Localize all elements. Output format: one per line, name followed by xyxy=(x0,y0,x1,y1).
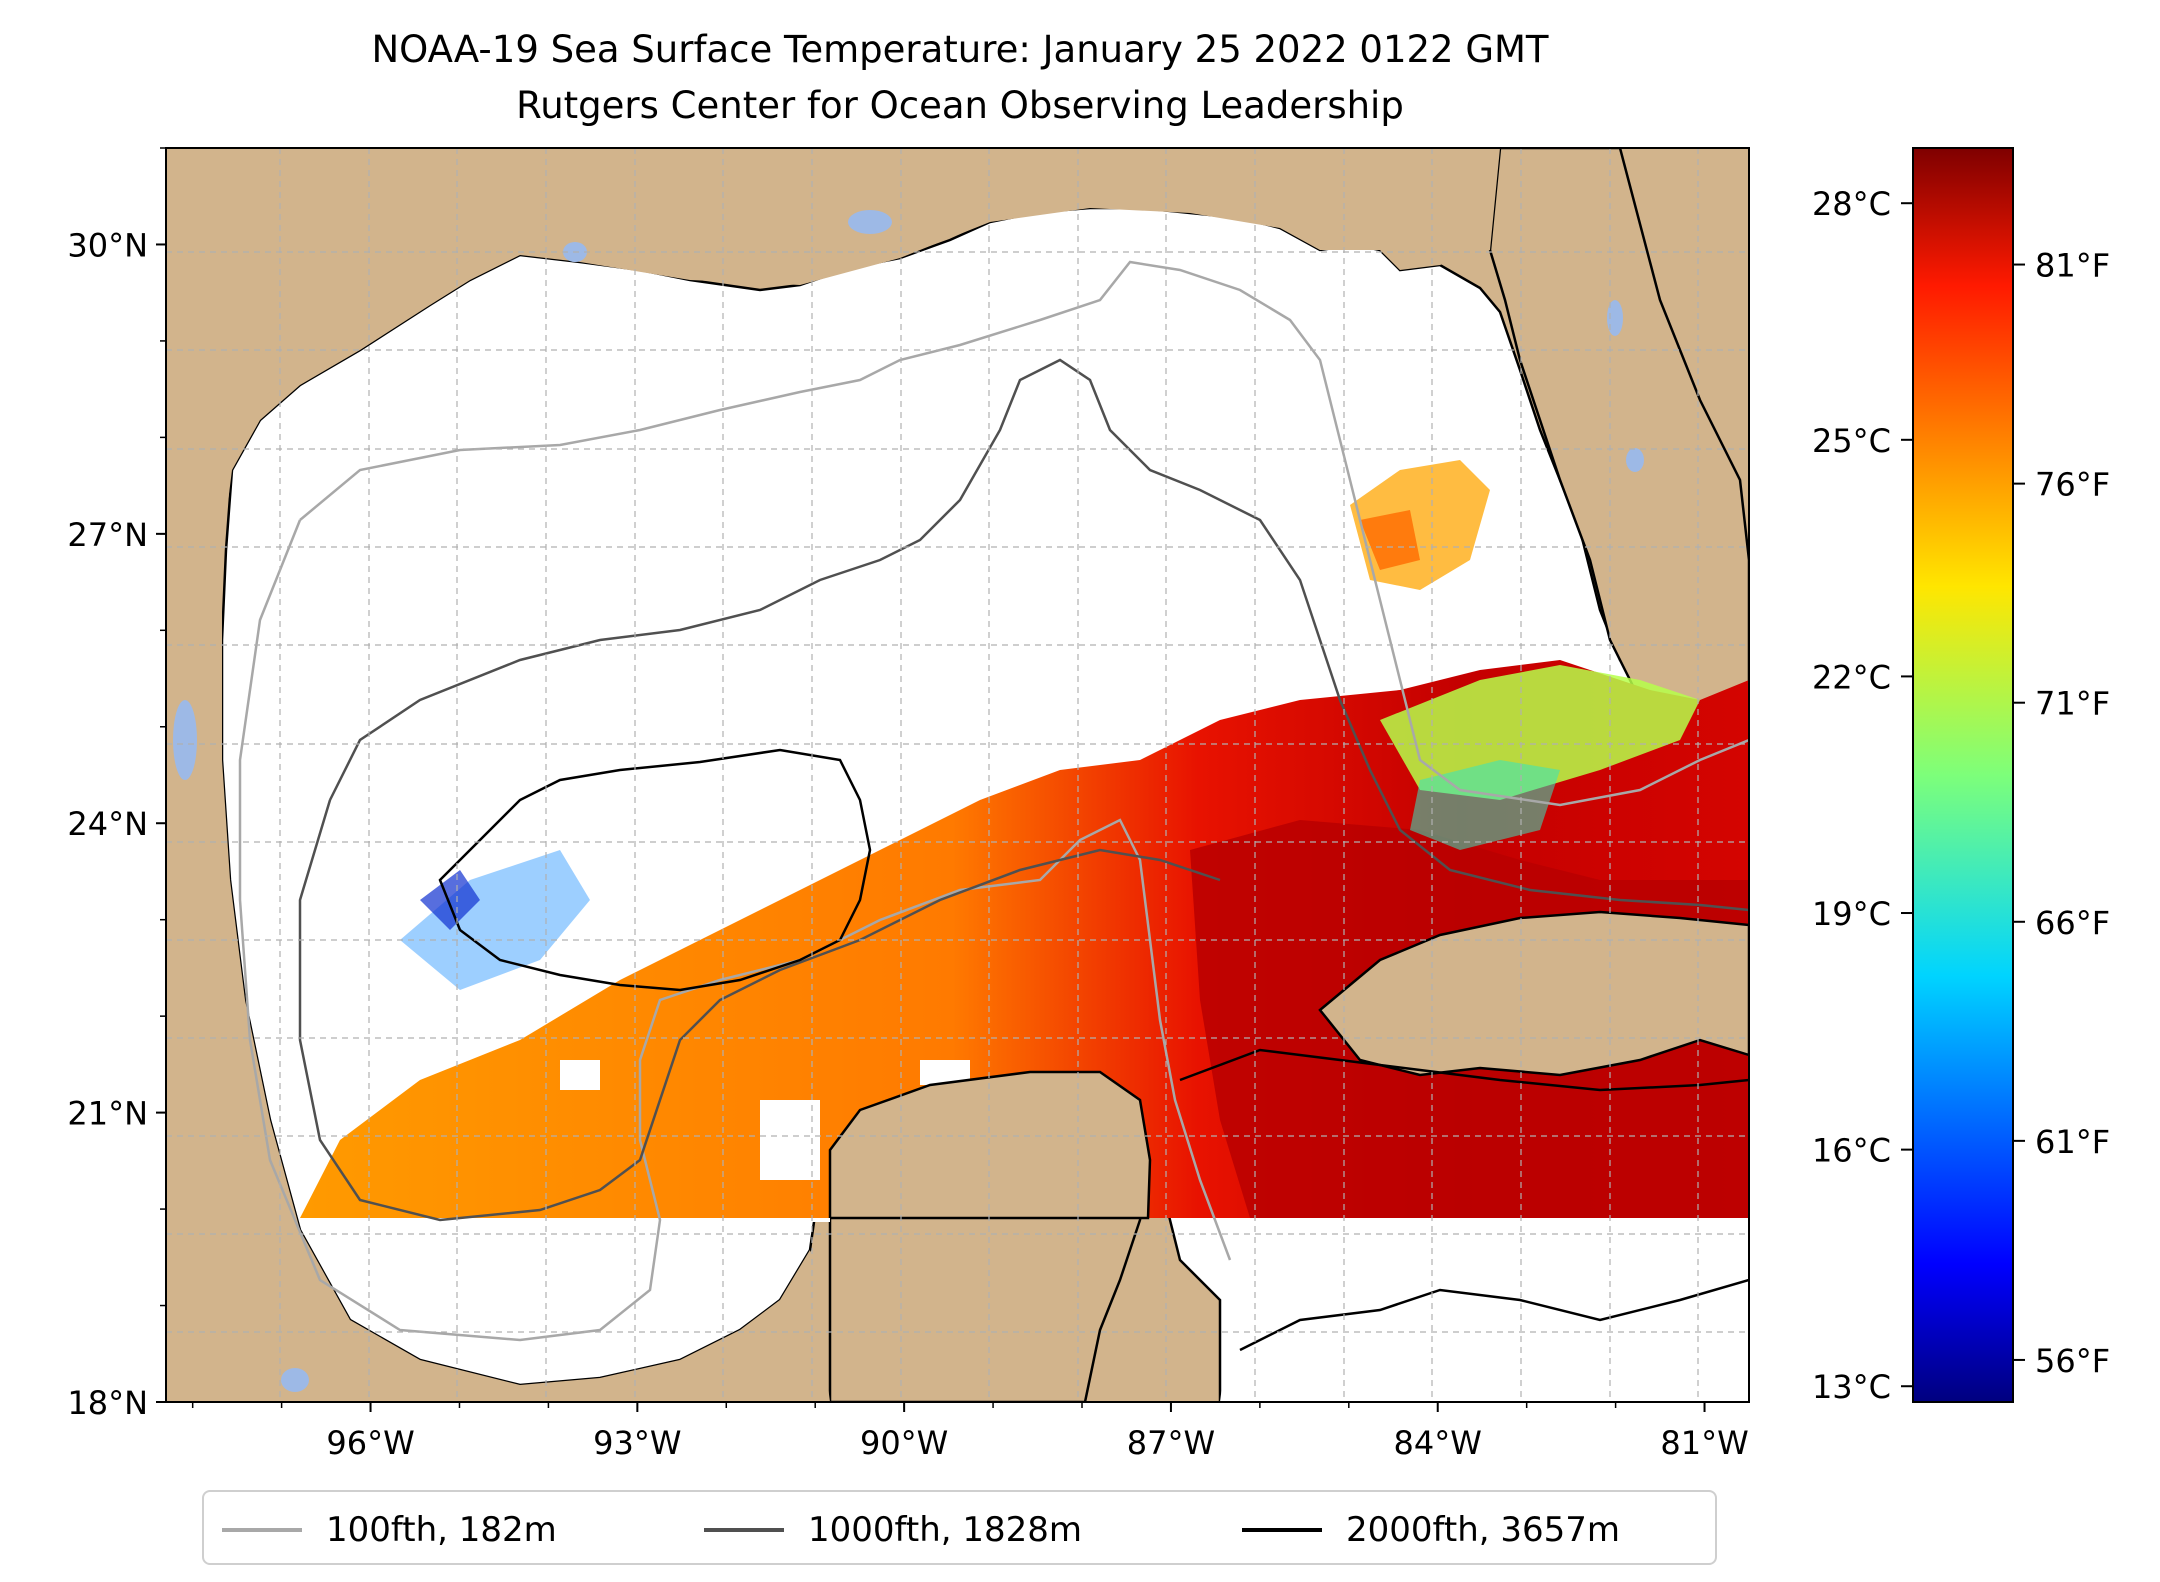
bathymetry-legend: 100fth, 182m 1000fth, 1828m 2000fth, 365… xyxy=(202,1490,1717,1565)
contour-1000fth xyxy=(298,358,1749,1222)
celsius-tick-label: 28°C xyxy=(1812,185,1891,223)
minor-ticks xyxy=(160,147,1706,1408)
contour-2000fth xyxy=(438,748,1749,1352)
longitude-labels: 96°W 93°W 90°W 87°W 84°W 81°W xyxy=(326,1402,1749,1462)
legend-item-1000fth: 1000fth, 1828m xyxy=(704,1492,1082,1567)
lat-tick-label: 18°N xyxy=(67,1384,148,1422)
legend-item-2000fth: 2000fth, 3657m xyxy=(1242,1492,1620,1567)
map-subtitle: Rutgers Center for Ocean Observing Leade… xyxy=(516,84,1404,127)
sst-cool-shelf xyxy=(1380,665,1700,800)
mexico-coast xyxy=(166,550,830,1402)
celsius-tick-label: 13°C xyxy=(1812,1368,1891,1406)
latitude-labels: 30°N 27°N 24°N 21°N 18°N xyxy=(67,226,166,1422)
legend-line-1000fth xyxy=(704,1527,784,1532)
lon-tick-label: 90°W xyxy=(860,1424,948,1462)
fahrenheit-tick-label: 66°F xyxy=(2035,904,2110,942)
lat-tick-label: 27°N xyxy=(67,516,148,554)
gridlines xyxy=(166,148,1749,1402)
lon-tick-label: 81°W xyxy=(1660,1424,1748,1462)
us-gulf-coast xyxy=(166,148,1500,560)
fahrenheit-tick-label: 56°F xyxy=(2035,1342,2110,1380)
legend-line-100fth xyxy=(222,1527,302,1532)
fahrenheit-tick-label: 71°F xyxy=(2035,685,2110,723)
bathymetry-contours xyxy=(238,260,1749,1352)
sst-cool-front xyxy=(1410,760,1560,850)
contour-100fth xyxy=(238,260,1749,1342)
lakes xyxy=(173,210,1644,1392)
celsius-tick-label: 16°C xyxy=(1812,1132,1891,1170)
map-area xyxy=(166,148,1749,1402)
sst-data xyxy=(300,660,1749,1220)
fahrenheit-tick-label: 81°F xyxy=(2035,247,2110,285)
celsius-tick-label: 22°C xyxy=(1812,658,1891,696)
lon-tick-label: 96°W xyxy=(326,1424,414,1462)
caribbean-sea xyxy=(1220,1210,1749,1402)
map-frame xyxy=(165,147,1750,1403)
lat-tick-label: 30°N xyxy=(67,226,148,264)
fahrenheit-tick-label: 76°F xyxy=(2035,466,2110,504)
legend-label-100fth: 100fth, 182m xyxy=(326,1509,557,1550)
colorbar-celsius-labels: 28°C 25°C 22°C 19°C 16°C 13°C xyxy=(1812,185,1913,1406)
celsius-tick-label: 25°C xyxy=(1812,422,1891,460)
lon-tick-label: 87°W xyxy=(1127,1424,1215,1462)
legend-item-100fth: 100fth, 182m xyxy=(222,1492,557,1567)
lon-tick-label: 93°W xyxy=(593,1424,681,1462)
legend-line-2000fth xyxy=(1242,1527,1322,1532)
legend-label-2000fth: 2000fth, 3657m xyxy=(1346,1509,1621,1550)
colorbar-fahrenheit-labels: 81°F 76°F 71°F 66°F 61°F 56°F xyxy=(2013,247,2110,1380)
legend-label-1000fth: 1000fth, 1828m xyxy=(808,1509,1083,1550)
lat-tick-label: 21°N xyxy=(67,1095,148,1133)
sst-west-blue xyxy=(420,870,480,930)
fahrenheit-tick-label: 61°F xyxy=(2035,1123,2110,1161)
sst-west-patch xyxy=(400,850,590,990)
celsius-tick-label: 19°C xyxy=(1812,895,1891,933)
lat-tick-label: 24°N xyxy=(67,805,148,843)
colorbar xyxy=(1912,147,2014,1403)
lon-tick-label: 84°W xyxy=(1394,1424,1482,1462)
map-title: NOAA-19 Sea Surface Temperature: January… xyxy=(371,28,1549,71)
